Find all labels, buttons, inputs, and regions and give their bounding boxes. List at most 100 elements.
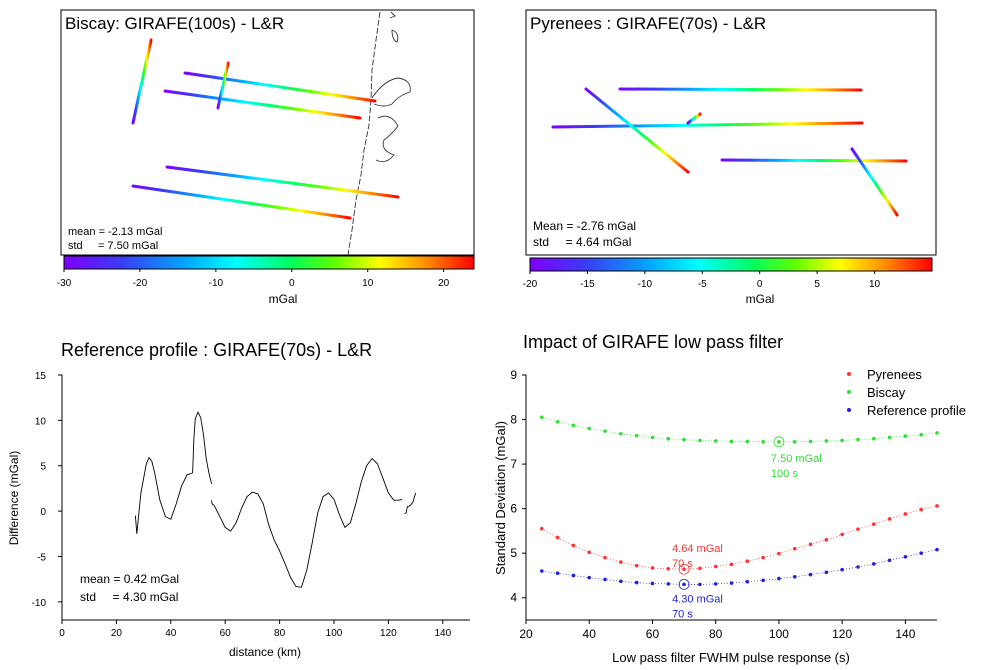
legend-label-reference-profile: Reference profile: [867, 403, 966, 418]
reference-profile-point: [935, 547, 939, 552]
reference-profile-point: [840, 567, 844, 572]
pyrenees-min-label: 4.64 mGal: [672, 543, 723, 555]
reference-profile-point: [808, 572, 813, 577]
profile-x-tick-label-4: 80: [274, 628, 286, 639]
biscay-line: [541, 416, 938, 443]
pyrenees-colorbar: [529, 257, 933, 272]
filter-y-tick-label-1: 5: [510, 546, 517, 560]
filter-annotations: 7.50 mGal 100 s 4.64 mGal 70 s 4.30 mGal 70 s: [672, 436, 822, 620]
profile-x-tick-label-5: 100: [326, 628, 343, 639]
biscay-point: [666, 436, 671, 441]
pyrenees-line: [541, 505, 938, 570]
biscay-colorbar-tick-label-1: -20: [133, 278, 148, 289]
biscay-point: [887, 435, 892, 440]
pyrenees-point: [729, 562, 734, 567]
profile-line-3: [211, 457, 403, 588]
biscay-point: [603, 429, 607, 433]
legend-marker-pyrenees: [847, 372, 851, 376]
reference-profile-point: [555, 571, 560, 576]
reference-profile-point: [824, 570, 829, 575]
biscay-colorbar-tick-label-3: 0: [289, 278, 295, 289]
pyrenees-point: [603, 555, 607, 560]
biscay-point: [824, 439, 829, 443]
pyrenees-point: [666, 566, 671, 571]
biscay-point: [777, 440, 781, 444]
biscay-point: [555, 419, 560, 424]
reference-profile-point: [698, 582, 702, 587]
biscay-point: [761, 440, 765, 444]
pyrenees-mean: Mean = -2.76 mGal: [533, 219, 636, 233]
filter-x-label: Low pass filter FWHM pulse response (s): [612, 650, 850, 665]
reference-profile-title: Reference profile : GIRAFE(70s) - L&R: [61, 340, 372, 360]
biscay-point: [840, 438, 844, 443]
filter-legend: Pyrenees Biscay Reference profile: [847, 367, 966, 418]
biscay-point: [619, 432, 623, 436]
filter-x-tick-label-5: 120: [832, 627, 852, 641]
pyrenees-point: [540, 526, 544, 531]
pyrenees-point: [587, 550, 592, 555]
profile-x-tick-label-6: 120: [380, 628, 397, 639]
biscay-point: [729, 439, 734, 444]
biscay-mean: mean = -2.13 mGal: [68, 226, 162, 238]
filter-x-tick-label-6: 140: [895, 627, 915, 641]
filter-y-label: Standard Deviation (mGal): [493, 421, 508, 575]
reference-profile-line: [541, 549, 938, 585]
reference-profile-point: [871, 562, 876, 566]
biscay-coastline: [347, 11, 411, 256]
pyrenees-point: [571, 543, 576, 548]
profile-line-2: [192, 411, 213, 485]
legend-marker-biscay: [847, 390, 851, 394]
filter-y-tick-label-3: 7: [510, 457, 517, 471]
profile-y-tick-label-2: 0: [40, 507, 46, 518]
biscay-point: [745, 439, 750, 444]
biscay-colorbar-tick-label-2: -10: [209, 278, 224, 289]
biscay-point: [540, 415, 544, 420]
filter-x-tick-label-0: 20: [519, 627, 533, 641]
pyrenees-point: [935, 504, 939, 508]
reference-profile-min-sublabel: 70 s: [672, 608, 693, 620]
pyrenees-colorbar-tick-label-6: 10: [869, 279, 881, 290]
pyrenees-tracks: [551, 87, 908, 217]
pyrenees-colorbar-tick-label-0: -20: [523, 279, 538, 290]
filter-y-tick-label-4: 8: [510, 413, 517, 427]
biscay-point: [919, 432, 923, 437]
legend-marker-reference-profile: [847, 408, 851, 412]
biscay-point: [792, 440, 797, 444]
profile-x-tick-label-2: 40: [165, 628, 177, 639]
biscay-point: [903, 434, 908, 438]
profile-line-4: [404, 492, 417, 515]
biscay-point: [698, 438, 702, 443]
reference-profile-point: [887, 558, 892, 563]
pyrenees-point: [650, 566, 655, 570]
biscay-point: [871, 436, 876, 441]
filter-x-tick-label-1: 40: [583, 627, 597, 641]
pyrenees-colorbar-label: mGal: [746, 292, 775, 306]
profile-series: [134, 411, 417, 588]
reference-profile-panel: Reference profile : GIRAFE(70s) - L&R 0 2…: [7, 340, 470, 659]
pyrenees-point: [713, 564, 718, 569]
reference-profile-point: [682, 582, 686, 587]
biscay-min-label: 7.50 mGal: [771, 453, 822, 465]
profile-std: std = 4.30 mGal: [80, 590, 178, 604]
pyrenees-colorbar-tick-label-3: -5: [698, 279, 707, 290]
biscay-tracks: [131, 38, 400, 220]
pyrenees-point: [840, 532, 844, 537]
profile-x-tick-label-7: 140: [434, 628, 451, 639]
biscay-colorbar: [63, 255, 475, 270]
profile-y-tick-label-3: 5: [40, 462, 46, 473]
reference-profile-point: [856, 565, 860, 569]
profile-mean: mean = 0.42 mGal: [80, 572, 179, 586]
biscay-map-panel: Biscay: GIRAFE(100s) - L&R mean = -2.13 …: [57, 9, 475, 306]
biscay-map-title: Biscay: GIRAFE(100s) - L&R: [65, 14, 284, 33]
biscay-std: std = 7.50 mGal: [68, 240, 158, 252]
filter-x-tick-label-3: 80: [709, 627, 723, 641]
profile-x-label: distance (km): [229, 645, 301, 659]
reference-profile-point: [919, 551, 923, 555]
pyrenees-colorbar-tick-label-5: 5: [814, 279, 820, 290]
pyrenees-point: [903, 512, 908, 516]
reference-profile-point: [571, 573, 576, 578]
profile-y-tick-label-5: 15: [35, 371, 47, 382]
reference-profile-point: [729, 581, 734, 585]
pyrenees-point: [634, 563, 639, 568]
biscay-point: [650, 435, 655, 440]
